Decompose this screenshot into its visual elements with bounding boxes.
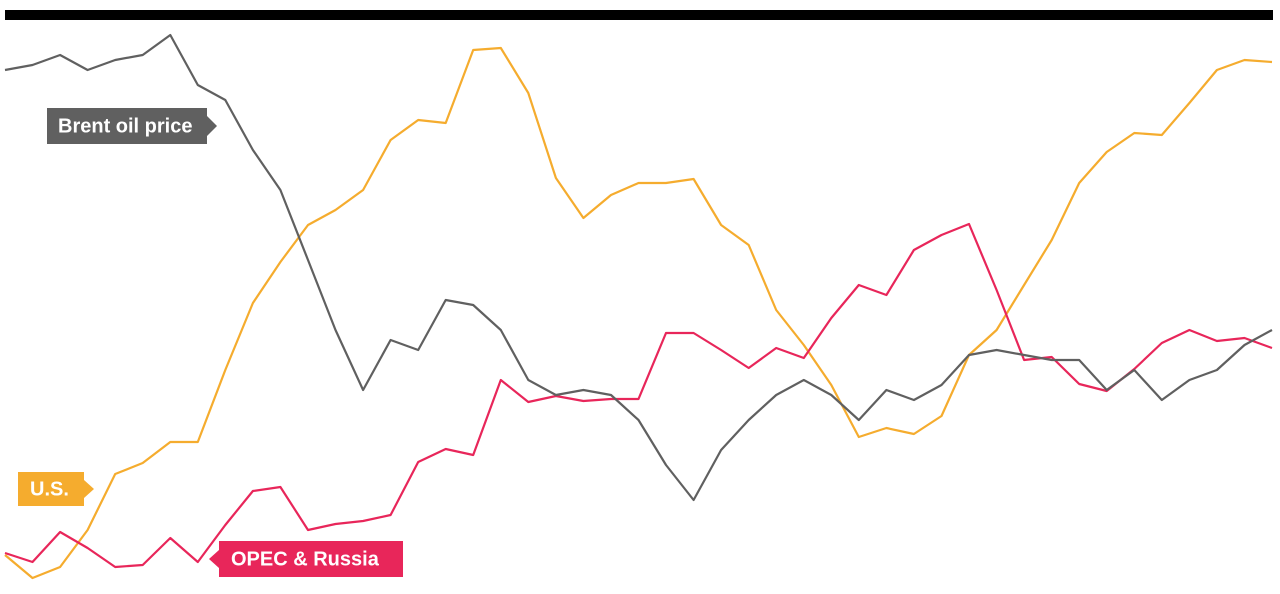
series-line xyxy=(4,222,1273,569)
top-bar xyxy=(5,10,1273,20)
legend-label: OPEC & Russia xyxy=(209,541,403,577)
lines xyxy=(4,33,1273,580)
legend-label: U.S. xyxy=(18,472,94,506)
legend-label: Brent oil price xyxy=(47,108,217,144)
legend-text: Brent oil price xyxy=(58,115,192,137)
legend-text: U.S. xyxy=(30,478,69,500)
series-line xyxy=(4,46,1273,580)
series-line xyxy=(4,33,1273,502)
legend-text: OPEC & Russia xyxy=(231,548,380,570)
